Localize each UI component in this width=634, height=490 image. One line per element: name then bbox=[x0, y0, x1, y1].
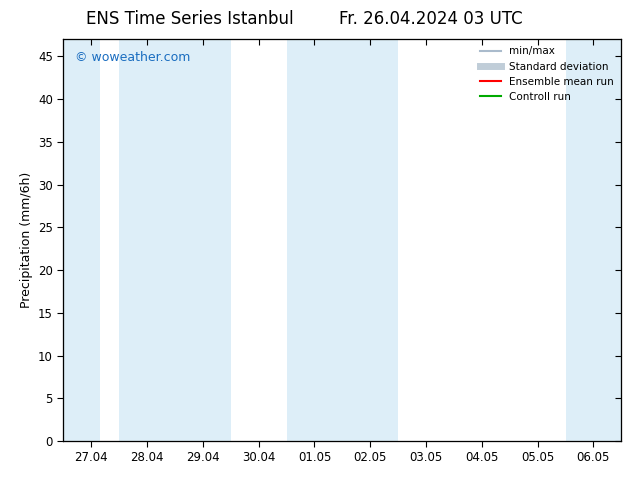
Legend: min/max, Standard deviation, Ensemble mean run, Controll run: min/max, Standard deviation, Ensemble me… bbox=[476, 42, 618, 106]
Text: © woweather.com: © woweather.com bbox=[75, 51, 190, 64]
Bar bbox=[119, 39, 231, 441]
Text: Fr. 26.04.2024 03 UTC: Fr. 26.04.2024 03 UTC bbox=[339, 10, 523, 28]
Bar bbox=[287, 39, 398, 441]
Text: ENS Time Series Istanbul: ENS Time Series Istanbul bbox=[86, 10, 294, 28]
Bar bbox=[63, 39, 100, 441]
Bar bbox=[566, 39, 621, 441]
Y-axis label: Precipitation (mm/6h): Precipitation (mm/6h) bbox=[20, 172, 32, 308]
